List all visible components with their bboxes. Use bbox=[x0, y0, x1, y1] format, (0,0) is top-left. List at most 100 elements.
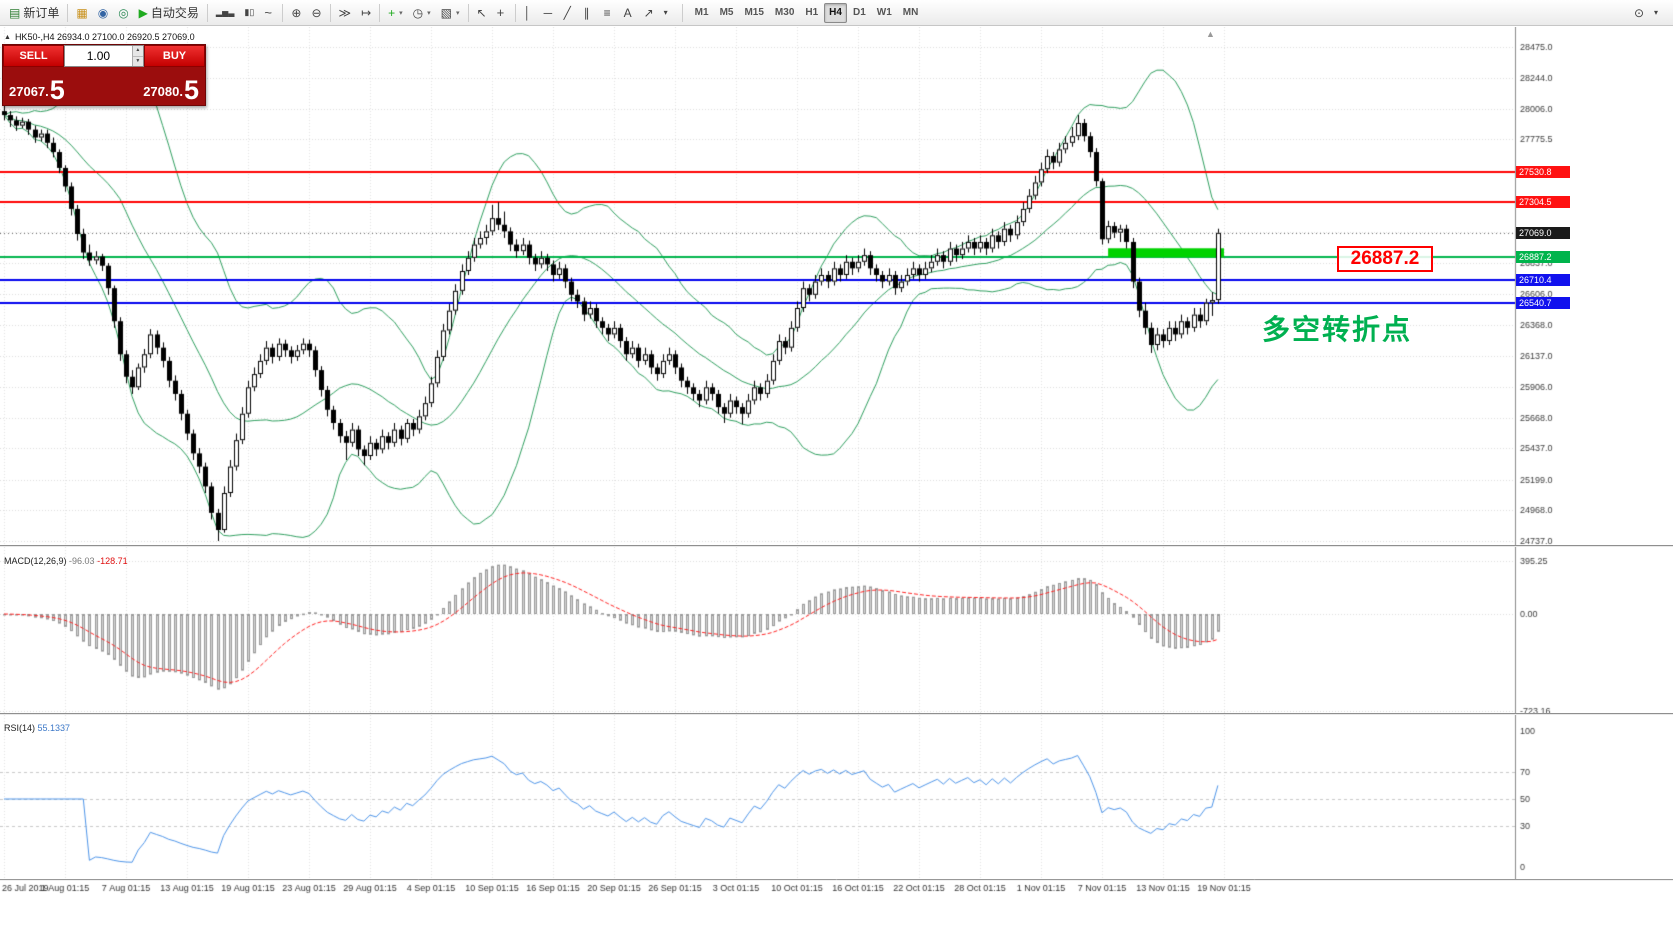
new-order-button[interactable]: ▤ 新订单 bbox=[4, 2, 64, 24]
trendline-button[interactable]: ╱ bbox=[559, 2, 579, 24]
toolbar-separator bbox=[67, 3, 69, 22]
horizontal-line-button[interactable]: ─ bbox=[539, 2, 559, 24]
pane-separator[interactable] bbox=[0, 713, 1673, 715]
fibonacci-button[interactable]: ≡ bbox=[599, 2, 619, 24]
volume-stepper: ▲ ▼ bbox=[64, 45, 144, 67]
macd-indicator-label: MACD(12,26,9) -96.03 -128.71 bbox=[4, 556, 128, 566]
cursor-icon: ↖ bbox=[476, 5, 487, 20]
timeframe-m5-button[interactable]: M5 bbox=[715, 3, 739, 23]
toolbar: ▤ 新订单 ▦ ◉ ◎ ▶ 自动交易 ▂▅▃ ▮▯ ~ ⊕ ⊖ ≫ ↦ + ▾ ◷ ▾ ▧ ▾ ↖ + │ ─ ╱ ∥ ≡ A ↗ ▾ M1… bbox=[0, 0, 1673, 26]
sell-price-int: 27067. bbox=[9, 84, 49, 99]
indicators-button[interactable]: + ▾ bbox=[383, 2, 408, 24]
zoom-in-icon: ⊕ bbox=[291, 5, 302, 20]
vertical-line-button[interactable]: │ bbox=[519, 2, 539, 24]
more-tools-button[interactable]: ▾ bbox=[659, 2, 679, 24]
price-tag-27530-8: 27530.8 bbox=[1516, 165, 1570, 178]
buy-price-frac: 5 bbox=[183, 75, 199, 105]
price-chart-canvas[interactable] bbox=[0, 27, 1673, 545]
timeframe-group: M1 M5 M15 M30 H1 H4 D1 W1 MN bbox=[690, 2, 924, 23]
chart-candles-icon: ▮▯ bbox=[244, 7, 255, 17]
sell-price[interactable]: 27067. 5 bbox=[3, 67, 104, 105]
horizontal-line-icon: ─ bbox=[543, 5, 553, 20]
vertical-line-icon: │ bbox=[523, 5, 532, 20]
one-click-panel-toggle-icon[interactable]: ▲ bbox=[4, 33, 11, 41]
volume-increase-icon[interactable]: ▲ bbox=[132, 46, 143, 57]
volume-input[interactable] bbox=[65, 46, 132, 66]
market-watch-button[interactable]: ▦ bbox=[71, 2, 92, 24]
auto-scroll-button[interactable]: ≫ bbox=[334, 2, 357, 24]
text-tool-icon: A bbox=[623, 5, 632, 20]
toolbar-menu-icon: ▾ bbox=[1654, 7, 1659, 17]
timeframe-m1-button[interactable]: M1 bbox=[690, 3, 714, 23]
toolbar-separator bbox=[206, 3, 208, 22]
chart-bars-icon: ▂▅▃ bbox=[215, 7, 235, 17]
price-annotation-box[interactable]: 26887.2 bbox=[1337, 246, 1433, 272]
zoom-out-icon: ⊖ bbox=[311, 5, 322, 20]
buy-button[interactable]: BUY bbox=[144, 45, 205, 67]
rsi-canvas[interactable] bbox=[0, 715, 1673, 879]
equidistant-channel-button[interactable]: ∥ bbox=[579, 2, 599, 24]
market-watch-icon: ▦ bbox=[76, 5, 88, 20]
buy-price[interactable]: 27080. 5 bbox=[104, 67, 205, 105]
volume-decrease-icon[interactable]: ▼ bbox=[132, 56, 143, 66]
timeframe-m15-button[interactable]: M15 bbox=[739, 3, 768, 23]
quick-search-button[interactable]: ⊙ bbox=[1629, 2, 1649, 24]
periods-button[interactable]: ◷ ▾ bbox=[408, 2, 436, 24]
periods-icon: ◷ bbox=[412, 5, 424, 20]
text-tool-button[interactable]: A bbox=[619, 2, 639, 24]
rsi-name: RSI(14) bbox=[4, 723, 36, 733]
one-click-trading-panel: SELL ▲ ▼ BUY 27067.5 27080.5 bbox=[2, 44, 206, 106]
chart-shift-marker-icon[interactable]: ▲ bbox=[1206, 29, 1215, 39]
chart-shift-button[interactable]: ↦ bbox=[356, 2, 376, 24]
chart-candles-button[interactable]: ▮▯ bbox=[239, 2, 259, 24]
data-window-button[interactable]: ◉ bbox=[93, 2, 113, 24]
timeframe-m30-button[interactable]: M30 bbox=[770, 3, 799, 23]
more-tools-icon: ▾ bbox=[663, 7, 668, 17]
new-order-label: 新订单 bbox=[23, 6, 60, 20]
timeframe-h1-button[interactable]: H1 bbox=[800, 3, 823, 23]
chart-shift-icon: ↦ bbox=[361, 5, 372, 20]
navigator-icon: ◎ bbox=[118, 5, 129, 20]
toolbar-separator bbox=[467, 3, 469, 22]
buy-price-int: 27080. bbox=[143, 84, 183, 99]
sell-button[interactable]: SELL bbox=[3, 45, 64, 67]
indicators-icon: + bbox=[388, 5, 396, 20]
data-window-icon: ◉ bbox=[97, 5, 109, 20]
rsi-indicator-label: RSI(14) 55.1337 bbox=[4, 723, 70, 733]
templates-button[interactable]: ▧ ▾ bbox=[436, 2, 465, 24]
time-axis-canvas[interactable] bbox=[0, 879, 1673, 897]
navigator-button[interactable]: ◎ bbox=[113, 2, 133, 24]
timeframe-w1-button[interactable]: W1 bbox=[872, 3, 897, 23]
pane-separator[interactable] bbox=[0, 545, 1673, 547]
chart-line-button[interactable]: ~ bbox=[259, 2, 279, 24]
macd-main-value: -96.03 bbox=[69, 556, 95, 566]
cursor-button[interactable]: ↖ bbox=[472, 2, 492, 24]
turning-point-label[interactable]: 多空转折点 bbox=[1262, 314, 1413, 345]
new-order-icon: ▤ bbox=[9, 5, 21, 20]
zoom-in-button[interactable]: ⊕ bbox=[286, 2, 306, 24]
volume-spinner: ▲ ▼ bbox=[131, 46, 143, 66]
trade-panel-controls: SELL ▲ ▼ BUY bbox=[3, 45, 205, 67]
timeframe-d1-button[interactable]: D1 bbox=[848, 3, 871, 23]
indicators-caret-icon: ▾ bbox=[399, 9, 403, 17]
equidistant-channel-icon: ∥ bbox=[583, 5, 590, 20]
macd-signal-value: -128.71 bbox=[97, 556, 128, 566]
fibonacci-icon: ≡ bbox=[603, 5, 611, 20]
price-tag-26710-4: 26710.4 bbox=[1516, 274, 1570, 287]
price-tag-27304-5: 27304.5 bbox=[1516, 195, 1570, 208]
autotrade-button[interactable]: ▶ 自动交易 bbox=[134, 2, 204, 24]
zoom-out-button[interactable]: ⊖ bbox=[306, 2, 326, 24]
timeframe-mn-button[interactable]: MN bbox=[898, 3, 924, 23]
templates-icon: ▧ bbox=[440, 5, 453, 20]
toolbar-separator bbox=[379, 3, 381, 22]
crosshair-button[interactable]: + bbox=[492, 2, 512, 24]
toolbar-menu-button[interactable]: ▾ bbox=[1649, 2, 1669, 24]
arrows-tool-button[interactable]: ↗ bbox=[639, 2, 659, 24]
chart-line-icon: ~ bbox=[264, 5, 272, 20]
timeframe-h4-button[interactable]: H4 bbox=[824, 2, 847, 23]
quick-search-icon: ⊙ bbox=[1633, 5, 1644, 20]
autotrade-label: 自动交易 bbox=[150, 6, 199, 20]
chart-bars-button[interactable]: ▂▅▃ bbox=[211, 2, 239, 24]
macd-canvas[interactable] bbox=[0, 547, 1673, 713]
